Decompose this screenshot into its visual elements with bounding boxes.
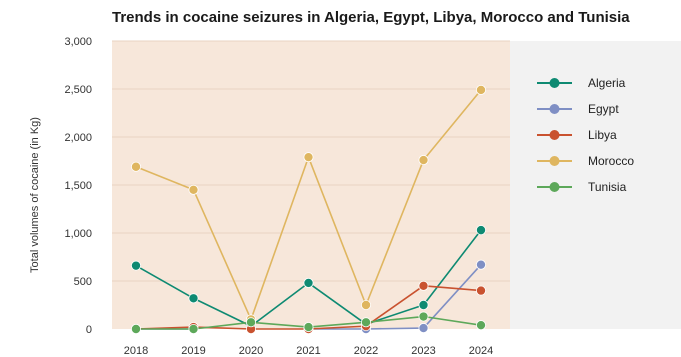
data-point-libya [475, 285, 486, 296]
data-point-morocco [360, 299, 371, 310]
data-point-algeria [303, 277, 314, 288]
y-tick-label: 2,500 [64, 84, 92, 96]
x-tick-label: 2024 [469, 345, 493, 357]
data-point-libya [418, 280, 429, 291]
legend-marker-egypt [549, 104, 560, 114]
legend-background [510, 41, 681, 329]
data-point-egypt [418, 323, 429, 334]
x-tick-label: 2018 [124, 345, 148, 357]
y-axis-label: Total volumes of cocaine (in Kg) [29, 117, 41, 273]
legend-item-egypt: Egypt [537, 102, 619, 116]
legend-marker-tunisia [549, 182, 560, 192]
x-tick-label: 2019 [181, 345, 205, 357]
y-axis: 0 500 1,000 1,500 2,000 2,500 3,000 [64, 36, 92, 336]
data-point-algeria [188, 293, 199, 304]
data-point-tunisia [303, 322, 314, 333]
series-line-egypt [308, 264, 482, 330]
legend-label-morocco: Morocco [588, 154, 634, 168]
x-axis: 2018 2019 2020 2021 2022 2023 2024 [124, 345, 493, 357]
legend-label-tunisia: Tunisia [588, 180, 627, 194]
legend-label-egypt: Egypt [588, 102, 619, 116]
data-point-morocco [475, 84, 486, 95]
x-tick-label: 2020 [239, 345, 263, 357]
legend-item-algeria: Algeria [537, 76, 626, 90]
legend-label-libya: Libya [588, 128, 617, 142]
legend-item-tunisia: Tunisia [537, 180, 627, 194]
data-point-tunisia [475, 320, 486, 331]
series-tunisia [130, 311, 486, 334]
legend-item-libya: Libya [537, 128, 617, 142]
y-tick-label: 0 [86, 324, 92, 336]
x-tick-label: 2021 [296, 345, 320, 357]
y-tick-label: 2,000 [64, 132, 92, 144]
data-point-tunisia [245, 317, 256, 328]
y-tick-label: 1,500 [64, 180, 92, 192]
data-point-tunisia [130, 323, 141, 334]
data-point-algeria [130, 260, 141, 271]
y-tick-label: 1,000 [64, 228, 92, 240]
data-point-algeria [475, 225, 486, 236]
legend-label-algeria: Algeria [588, 76, 626, 90]
legend-marker-morocco [549, 156, 560, 166]
data-point-egypt [475, 259, 486, 270]
legend: Algeria Egypt Libya Morocco Tunisia [537, 76, 634, 194]
data-point-morocco [130, 161, 141, 172]
data-point-morocco [418, 155, 429, 166]
x-tick-label: 2022 [354, 345, 378, 357]
legend-marker-algeria [549, 78, 560, 88]
legend-marker-libya [549, 130, 560, 140]
data-point-algeria [418, 299, 429, 310]
chart-title: Trends in cocaine seizures in Algeria, E… [112, 9, 630, 26]
y-tick-label: 500 [74, 276, 92, 288]
data-point-tunisia [188, 323, 199, 334]
data-point-morocco [188, 184, 199, 195]
data-point-tunisia [418, 311, 429, 322]
series-layer [130, 84, 486, 334]
data-point-tunisia [360, 317, 371, 328]
y-tick-label: 3,000 [64, 36, 92, 48]
data-point-morocco [303, 152, 314, 163]
x-tick-label: 2023 [411, 345, 435, 357]
legend-item-morocco: Morocco [537, 154, 634, 168]
